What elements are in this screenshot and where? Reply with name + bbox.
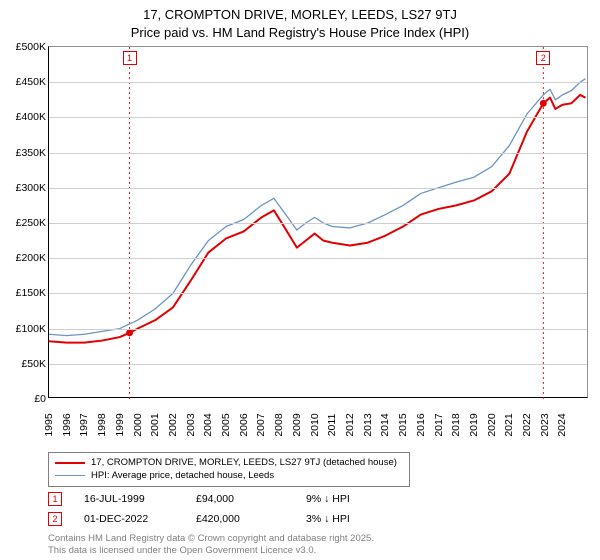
gridline	[49, 258, 587, 259]
x-tick-label: 2003	[185, 413, 197, 436]
x-tick-label: 2005	[220, 413, 232, 436]
info-price: £420,000	[196, 513, 306, 525]
gridline	[49, 82, 587, 83]
legend-swatch	[55, 475, 85, 476]
x-tick-label: 2011	[326, 414, 338, 437]
x-tick-label: 2020	[486, 413, 498, 436]
info-date: 01-DEC-2022	[84, 513, 196, 525]
x-tick-label: 2022	[521, 413, 533, 436]
gridline	[49, 153, 587, 154]
footer-line1: Contains HM Land Registry data © Crown c…	[48, 533, 374, 545]
x-tick-label: 2010	[309, 413, 321, 436]
legend-label: HPI: Average price, detached house, Leed…	[91, 470, 274, 481]
x-tick-label: 1996	[61, 413, 73, 436]
x-tick-label: 2016	[415, 413, 427, 436]
x-tick-label: 2001	[149, 413, 161, 436]
x-tick-label: 2014	[379, 413, 391, 436]
info-row: 2 01-DEC-2022 £420,000 3% ↓ HPI	[48, 512, 350, 526]
legend-swatch	[55, 462, 85, 464]
gridline	[49, 329, 587, 330]
x-tick-label: 1998	[96, 413, 108, 436]
info-date: 16-JUL-1999	[84, 493, 196, 505]
x-tick-label: 2008	[273, 413, 285, 436]
y-tick-label: £250K	[2, 217, 46, 229]
gridline	[49, 364, 587, 365]
x-tick-label: 2004	[202, 413, 214, 436]
x-tick-label: 2021	[503, 413, 515, 436]
gridline	[49, 188, 587, 189]
x-tick-label: 2006	[238, 413, 250, 436]
info-diff: 9% ↓ HPI	[306, 493, 350, 505]
legend: 17, CROMPTON DRIVE, MORLEY, LEEDS, LS27 …	[48, 452, 410, 487]
x-tick-label: 1999	[114, 413, 126, 436]
x-tick-label: 1997	[78, 413, 90, 436]
info-price: £94,000	[196, 493, 306, 505]
title-line1: 17, CROMPTON DRIVE, MORLEY, LEEDS, LS27 …	[0, 6, 600, 24]
marker-box: 1	[123, 51, 137, 65]
x-tick-label: 2017	[433, 413, 445, 436]
x-tick-label: 2012	[344, 413, 356, 436]
y-tick-label: £100K	[2, 323, 46, 335]
x-tick-label: 2000	[132, 413, 144, 436]
x-tick-label: 2007	[255, 413, 267, 436]
x-tick-label: 2023	[539, 413, 551, 436]
y-tick-label: £500K	[2, 41, 46, 53]
y-tick-label: £0	[2, 393, 46, 405]
chart-title: 17, CROMPTON DRIVE, MORLEY, LEEDS, LS27 …	[0, 0, 600, 41]
x-tick-label: 2024	[556, 413, 568, 436]
x-tick-label: 2019	[468, 413, 480, 436]
gridline	[49, 117, 587, 118]
info-diff: 3% ↓ HPI	[306, 513, 350, 525]
legend-row: 17, CROMPTON DRIVE, MORLEY, LEEDS, LS27 …	[55, 456, 403, 469]
x-tick-label: 2013	[362, 413, 374, 436]
gridline	[49, 293, 587, 294]
footer: Contains HM Land Registry data © Crown c…	[48, 533, 374, 557]
x-tick-label: 2018	[450, 413, 462, 436]
y-tick-label: £200K	[2, 252, 46, 264]
y-tick-label: £450K	[2, 76, 46, 88]
x-tick-label: 2002	[167, 413, 179, 436]
y-tick-label: £400K	[2, 111, 46, 123]
marker-box: 2	[536, 51, 550, 65]
plot-area: £0£50K£100K£150K£200K£250K£300K£350K£400…	[48, 46, 588, 398]
y-tick-label: £350K	[2, 147, 46, 159]
gridline	[49, 223, 587, 224]
marker-box: 2	[48, 512, 62, 526]
y-tick-label: £150K	[2, 287, 46, 299]
marker-box: 1	[48, 492, 62, 506]
footer-line2: This data is licensed under the Open Gov…	[48, 545, 374, 557]
legend-row: HPI: Average price, detached house, Leed…	[55, 469, 403, 482]
x-tick-label: 2009	[291, 413, 303, 436]
info-row: 1 16-JUL-1999 £94,000 9% ↓ HPI	[48, 492, 350, 506]
title-line2: Price paid vs. HM Land Registry's House …	[0, 24, 600, 42]
x-tick-label: 1995	[43, 413, 55, 436]
x-tick-label: 2015	[397, 413, 409, 436]
y-tick-label: £50K	[2, 358, 46, 370]
y-tick-label: £300K	[2, 182, 46, 194]
legend-label: 17, CROMPTON DRIVE, MORLEY, LEEDS, LS27 …	[91, 457, 397, 468]
